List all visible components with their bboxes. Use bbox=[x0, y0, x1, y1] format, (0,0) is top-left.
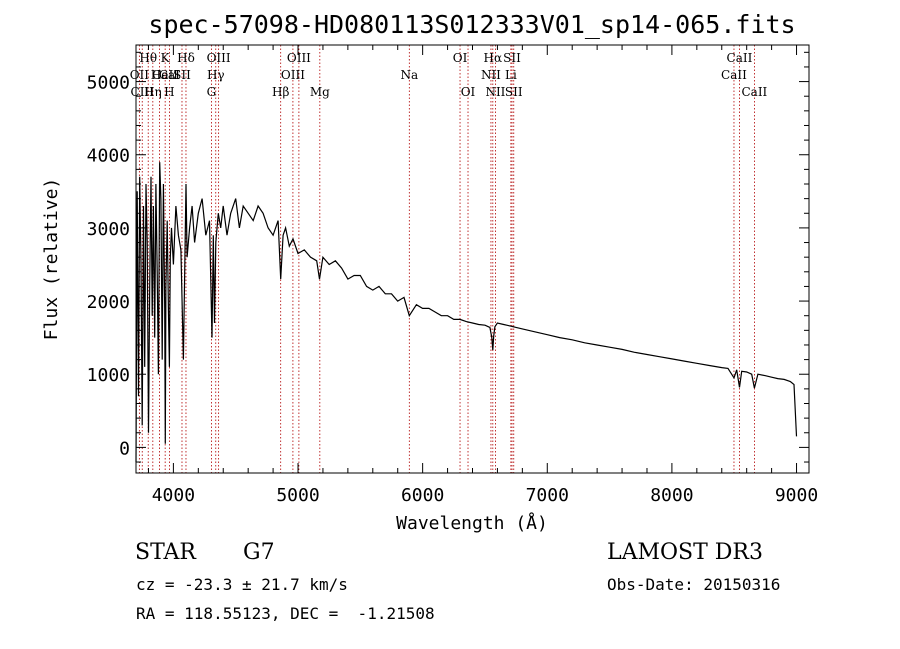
y-axis-label: Flux (relative) bbox=[41, 178, 62, 341]
plot-frame bbox=[135, 44, 810, 474]
spectral-line-label: OIII bbox=[287, 51, 311, 65]
spectral-line-label: He bbox=[151, 68, 169, 82]
y-tick-label: 5000 bbox=[87, 73, 130, 94]
object-subclass: G7 bbox=[243, 540, 275, 565]
spectral-line-label: Mg bbox=[310, 85, 330, 99]
spectral-line-label: K bbox=[161, 51, 171, 65]
x-tick-label: 9000 bbox=[775, 485, 818, 506]
y-tick-label: 0 bbox=[119, 438, 130, 459]
spectral-line-label: CaII bbox=[152, 68, 178, 82]
y-axis: 0 1000 2000 3000 4000 5000 bbox=[87, 51, 809, 463]
object-type: STAR bbox=[135, 540, 196, 565]
ra-dec-coordinates: RA = 118.55123, DEC = -1.21508 bbox=[136, 604, 435, 623]
x-tick-label: 4000 bbox=[152, 485, 195, 506]
observation-date: Obs-Date: 20150316 bbox=[607, 575, 781, 594]
spectral-line-label: NII bbox=[481, 68, 501, 82]
chart-title: spec-57098-HD080113S012333V01_sp14-065.f… bbox=[148, 10, 795, 39]
x-tick-label: 7000 bbox=[526, 485, 569, 506]
spectral-line-label: Na bbox=[400, 68, 418, 82]
spectral-line-label: Li bbox=[505, 68, 517, 82]
spectral-line-label: CaII bbox=[741, 85, 767, 99]
spectral-line-label: OII bbox=[130, 68, 150, 82]
spectral-line-label: OIII bbox=[281, 68, 305, 82]
y-tick-label: 3000 bbox=[87, 219, 130, 240]
spectrum-series-line bbox=[135, 162, 798, 463]
spectral-line-label: CaII bbox=[721, 68, 747, 82]
spectral-line-label: OI bbox=[453, 51, 468, 65]
y-tick-label: 1000 bbox=[87, 365, 130, 386]
spectral-line-label: Hθ bbox=[139, 51, 157, 65]
x-tick-label: 8000 bbox=[650, 485, 693, 506]
spectral-line-label: NII bbox=[485, 85, 505, 99]
x-axis: 4000 5000 6000 7000 8000 9000 bbox=[147, 45, 818, 506]
spectral-line-label: SII bbox=[505, 85, 523, 99]
spectral-line-label: Hα bbox=[484, 51, 503, 65]
redshift-cz: cz = -23.3 ± 21.7 km/s bbox=[136, 575, 348, 594]
spectral-line-label: H bbox=[164, 85, 174, 99]
spectral-line-markers bbox=[138, 45, 755, 473]
spectral-line-label: SII bbox=[503, 51, 521, 65]
spectral-line-label: OI bbox=[461, 85, 476, 99]
x-tick-label: 6000 bbox=[401, 485, 444, 506]
spectral-line-label: CaII bbox=[727, 51, 753, 65]
y-tick-label: 4000 bbox=[87, 146, 130, 167]
spectral-line-label: Hγ bbox=[207, 68, 225, 82]
x-tick-label: 5000 bbox=[276, 485, 319, 506]
spectral-line-label: CaⅠ bbox=[159, 68, 180, 82]
spectral-line-label: Hβ bbox=[272, 85, 289, 99]
spectral-line-label: SII bbox=[173, 68, 191, 82]
survey-name: LAMOST DR3 bbox=[607, 540, 763, 565]
spectral-line-label: Hη bbox=[144, 85, 162, 99]
y-tick-label: 2000 bbox=[87, 292, 130, 313]
spectral-line-label: G bbox=[207, 85, 217, 99]
x-axis-label: Wavelength (Å) bbox=[396, 512, 548, 534]
spectral-line-label: Hδ bbox=[177, 51, 195, 65]
spectral-line-label: OIII bbox=[207, 51, 231, 65]
